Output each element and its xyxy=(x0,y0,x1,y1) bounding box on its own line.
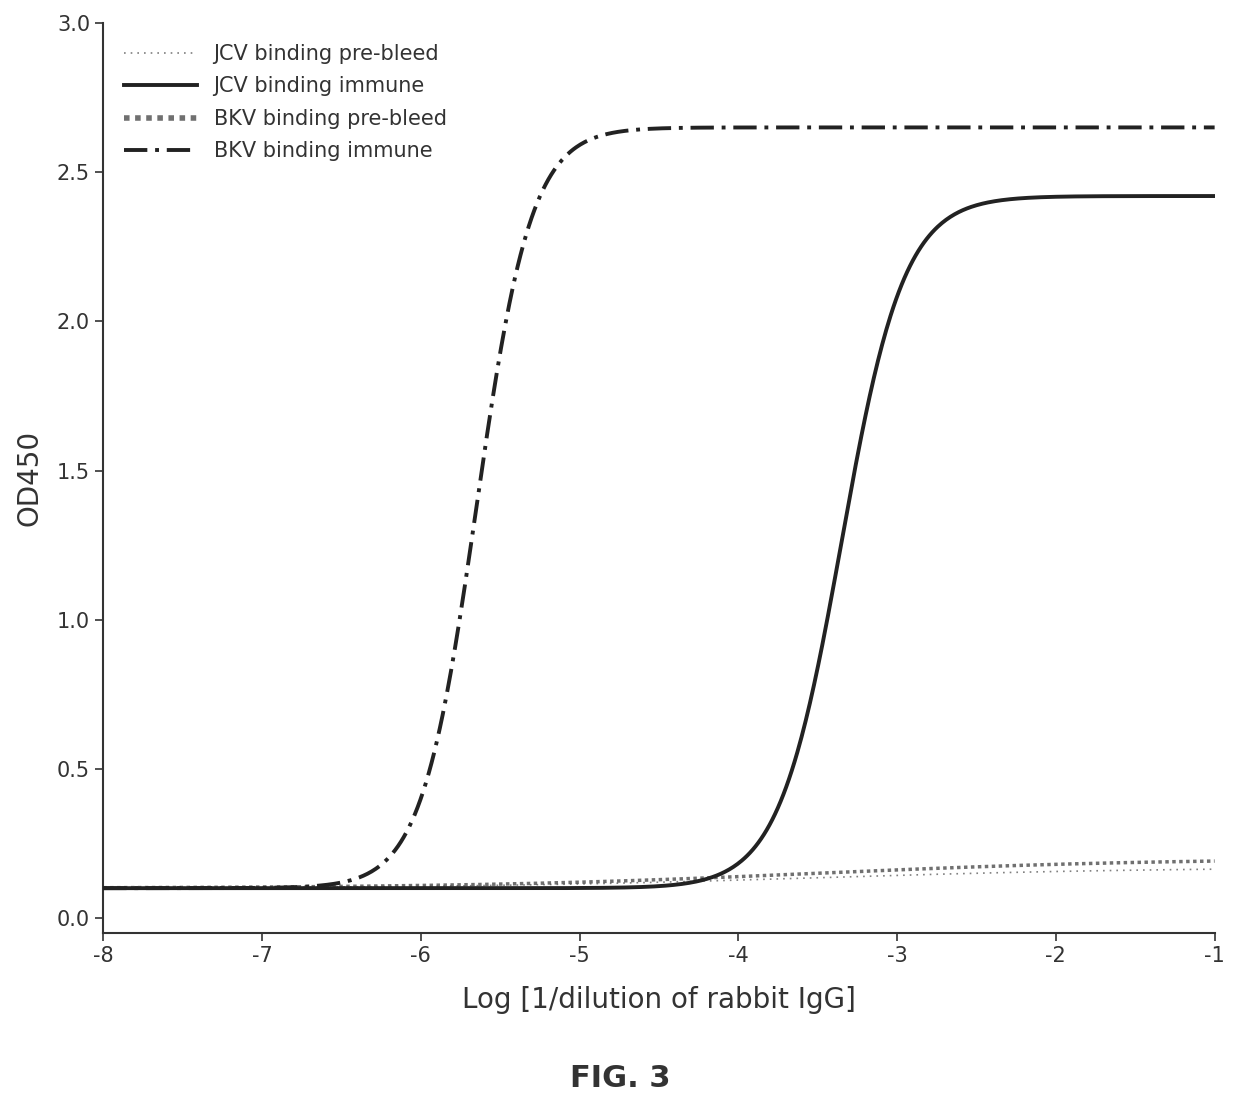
Y-axis label: OD450: OD450 xyxy=(15,430,43,527)
Text: FIG. 3: FIG. 3 xyxy=(569,1064,671,1093)
X-axis label: Log [1/dilution of rabbit IgG]: Log [1/dilution of rabbit IgG] xyxy=(463,986,856,1014)
Legend: JCV binding pre-bleed, JCV binding immune, BKV binding pre-bleed, BKV binding im: JCV binding pre-bleed, JCV binding immun… xyxy=(114,34,458,172)
